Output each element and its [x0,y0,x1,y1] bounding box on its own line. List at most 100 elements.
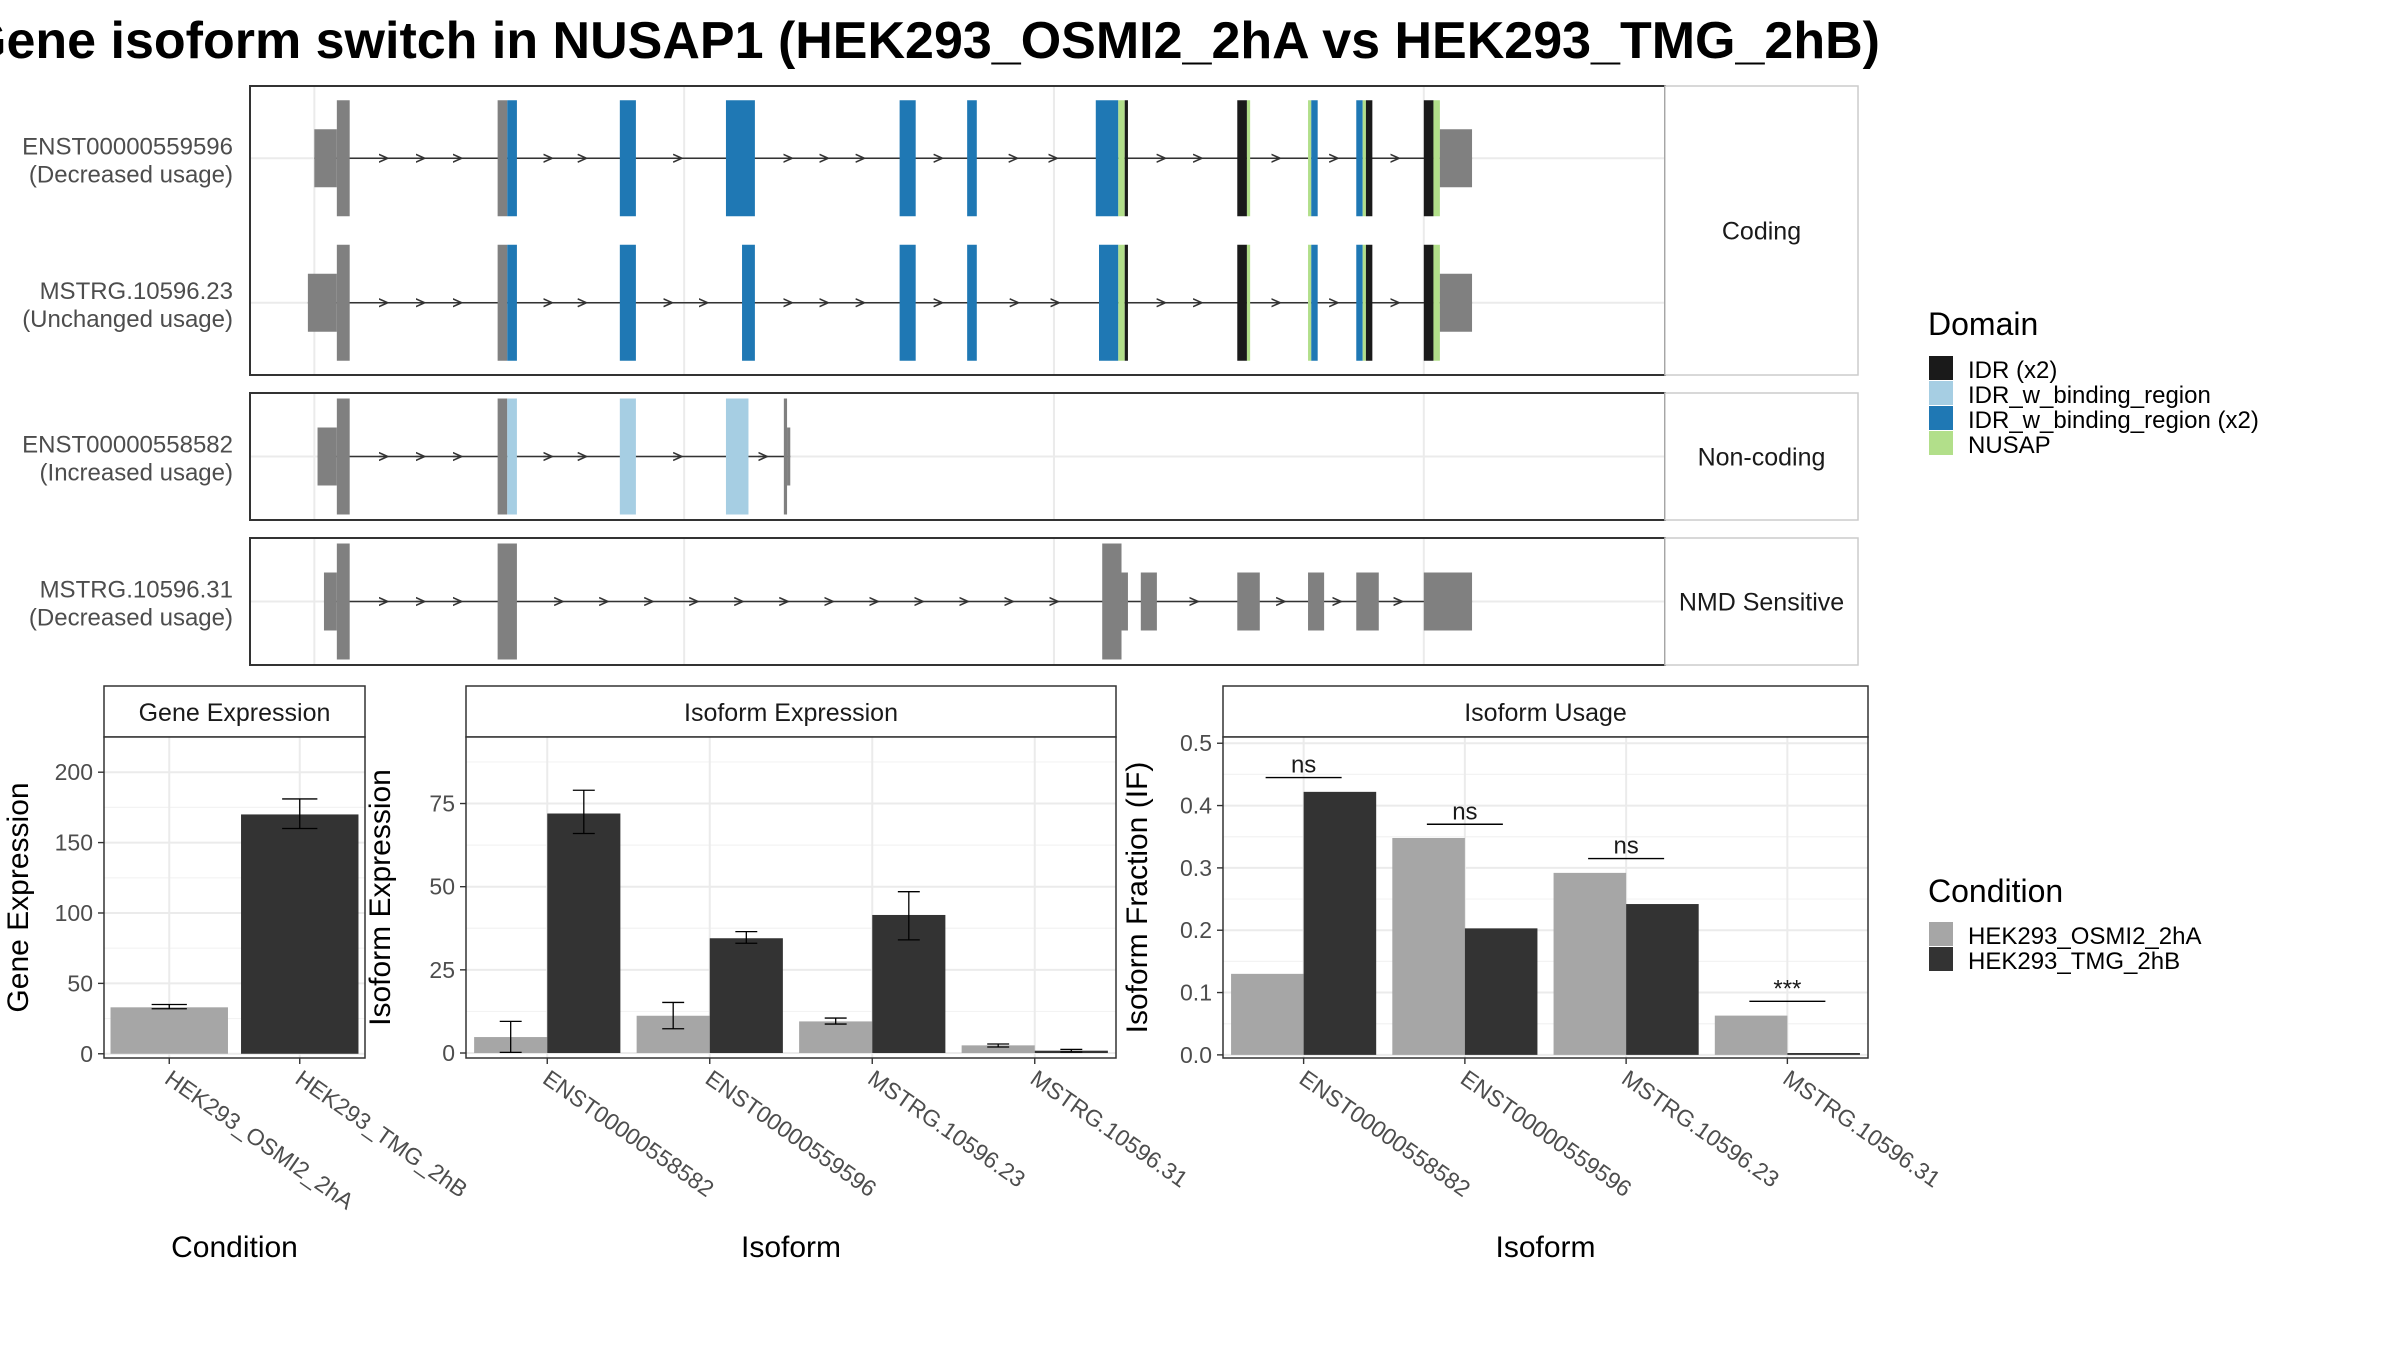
bar [1787,1053,1860,1055]
significance-label: ns [1291,752,1316,779]
significance-label: *** [1773,975,1801,1002]
panel-title: Isoform Usage [1464,699,1627,727]
y-tick-label: 50 [67,970,93,996]
legend-label: HEK293_OSMI2_2hA [1968,923,2201,950]
domain-exon [1433,244,1440,361]
transcript-track [323,543,1473,660]
domain-exon [1237,244,1247,361]
facet-strip [1664,85,1859,376]
legend-title: Condition [1928,873,2063,909]
domain-exon [1124,100,1128,217]
domain-exon [1099,244,1119,361]
transcript-usage-label: (Decreased usage) [29,605,233,632]
exon [336,244,350,361]
domain-exon [1095,100,1119,217]
panel-border [465,736,1117,1059]
facet-panel: Coding [249,85,1859,376]
x-tick-label: ENST00000559596 [1456,1065,1636,1202]
domain-exon [497,100,508,217]
y-tick-label: 50 [429,874,455,900]
y-axis-title: Isoform Fraction (IF) [1121,762,1154,1034]
bar [1626,904,1699,1055]
x-tick-label: MSTRG.10596.23 [863,1065,1030,1193]
domain-exon [619,100,636,217]
domain-exon [725,100,755,217]
legend-label: IDR (x2) [1968,357,2057,384]
x-axis-title: Isoform [741,1231,841,1264]
exon [1439,129,1473,188]
domain-exon [899,100,916,217]
domain-exon [725,398,749,515]
domain-exon [1118,244,1125,361]
y-tick-label: 0.0 [1180,1042,1212,1068]
exon [1237,572,1260,631]
y-axis-title: Isoform Expression [364,769,397,1026]
x-tick-label: ENST00000558582 [1295,1065,1475,1202]
y-tick-label: 0 [442,1040,455,1066]
transcript-id-label: ENST00000558582 [22,432,233,459]
x-tick-label: MSTRG.10596.31 [1779,1065,1946,1193]
plot-title: Gene isoform switch in NUSAP1 (HEK293_OS… [0,12,1880,70]
y-tick-label: 150 [55,830,93,856]
transcript-usage-label: (Increased usage) [40,460,233,487]
exon [1102,543,1122,660]
bar [1231,973,1304,1055]
y-tick-label: 0 [80,1041,93,1067]
exon [783,398,788,515]
y-axis-title: Gene Expression [2,782,35,1012]
expression-bar-charts: Gene Expression050100150200HEK293_OSMI2_… [2,685,1946,1264]
transcript-id-label: ENST00000559596 [22,133,233,160]
exon [1423,572,1473,631]
facet-panel: Non-coding [249,392,1859,521]
legend-swatch [1929,947,1953,971]
domain-exon [1308,244,1312,361]
panel-border [1222,736,1869,1059]
legend-label: IDR_w_binding_region [1968,382,2211,409]
x-tick-label: MSTRG.10596.31 [1026,1065,1193,1193]
facet-strip [1664,537,1859,666]
domain-exon [507,398,517,515]
bar [1714,1015,1788,1055]
y-tick-label: 75 [429,791,455,817]
panel-title: Gene Expression [139,699,331,727]
domain-exon [1356,244,1363,361]
bar-chart-panel: Isoform Usage ns ns ns *** 0.0 0.1 0.2 0.3 0.4 0.5… [1121,685,1946,1264]
exon [1140,572,1157,631]
domain-exon [1246,100,1251,217]
domain-exon [899,244,916,361]
bar [110,1007,228,1054]
exon [323,572,337,631]
domain-legend: Domain IDR (x2)IDR_w_binding_regionIDR_w_… [1928,306,2259,459]
facet-label: Coding [1722,218,1801,246]
panel-border [103,736,366,1059]
panel-strip [465,685,1117,738]
transcript-id-label: MSTRG.10596.31 [40,577,233,604]
bar-chart-panel: Isoform Expression 0 25 50 75 ENST00000558582… [364,685,1193,1264]
y-tick-label: 0.1 [1180,980,1212,1006]
domain-exon [1365,100,1373,217]
domain-exon [1423,100,1434,217]
domain-exon [1311,100,1318,217]
x-axis-title: Condition [171,1231,298,1264]
domain-exon [1237,100,1247,217]
domain-exon [619,398,636,515]
exon [336,100,350,217]
bar [1464,928,1538,1055]
transcript-id-label: MSTRG.10596.23 [40,278,233,305]
bar [1303,791,1377,1055]
exon [1308,572,1325,631]
facet-label: NMD Sensitive [1679,589,1844,617]
facet-strip [1664,392,1859,521]
domain-exon [742,244,755,361]
legend-label: NUSAP [1968,432,2051,459]
significance-label: ns [1452,798,1477,825]
y-tick-label: 0.2 [1180,917,1212,943]
domain-exon [497,244,508,361]
exon [336,398,350,515]
exon [1439,273,1473,332]
domain-exon [1356,100,1363,217]
y-tick-label: 25 [429,957,455,983]
domain-exon [1423,244,1434,361]
